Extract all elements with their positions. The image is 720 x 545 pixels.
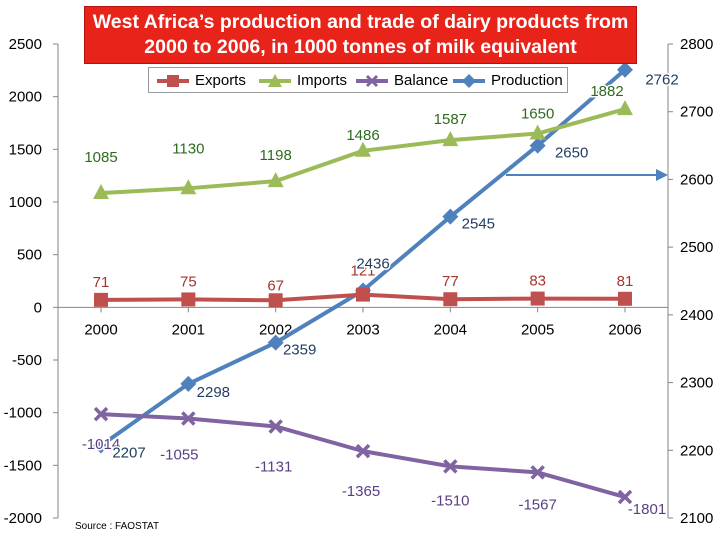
right-tick-label: 2300: [680, 375, 713, 392]
left-tick-label: 2000: [9, 89, 42, 106]
data-label-production: 2545: [462, 216, 495, 233]
left-tick-label: 1000: [9, 194, 42, 211]
data-point-imports: [529, 124, 546, 140]
data-label-imports: 1650: [521, 106, 554, 123]
data-point-imports: [355, 141, 371, 157]
legend-swatch-production: [453, 74, 485, 88]
data-point-production: [267, 334, 284, 351]
data-point-exports: [356, 287, 370, 302]
legend-swatch-balance: [356, 74, 388, 88]
data-label-imports: 1486: [346, 127, 379, 144]
legend-label-production: Production: [491, 72, 563, 89]
legend-swatch-imports: [259, 74, 291, 87]
data-point-exports: [181, 292, 196, 307]
data-point-exports: [618, 291, 632, 306]
data-point-balance: [355, 443, 371, 459]
data-label-exports: 67: [267, 277, 284, 294]
x-tick-label: 2002: [259, 321, 292, 338]
data-label-exports: 77: [442, 273, 459, 290]
data-label-balance: -1510: [431, 492, 469, 509]
right-tick-label: 2800: [680, 36, 713, 53]
left-tick-label: 1500: [9, 141, 42, 158]
data-label-imports: 1587: [434, 111, 467, 128]
x-tick-label: 2006: [608, 321, 641, 338]
legend-label-imports: Imports: [297, 72, 348, 89]
data-point-balance: [443, 459, 458, 474]
left-tick-label: -2000: [4, 510, 42, 527]
data-point-production: [93, 437, 109, 454]
right-tick-label: 2100: [680, 510, 713, 527]
chart-title: West Africa’s production and trade of da…: [84, 6, 637, 64]
data-label-imports: 1198: [260, 147, 292, 164]
data-point-balance: [617, 489, 633, 505]
data-point-balance: [181, 411, 196, 426]
x-tick-label: 2005: [521, 321, 554, 338]
data-point-balance: [93, 406, 109, 422]
right-tick-label: 2400: [680, 307, 713, 324]
data-point-balance: [268, 419, 283, 434]
data-label-balance: -1131: [255, 458, 292, 475]
data-label-production: 2762: [645, 72, 678, 89]
data-label-balance: -1014: [82, 436, 120, 453]
legend-label-exports: Exports: [195, 72, 246, 89]
left-tick-label: 500: [17, 247, 42, 264]
data-point-exports: [443, 292, 458, 307]
pointer-arrow-head: [656, 169, 668, 181]
left-tick-label: -1000: [4, 405, 42, 422]
chart-source-note: Source : FAOSTAT: [75, 521, 160, 532]
data-point-production: [617, 61, 633, 78]
data-label-balance: -1567: [518, 496, 556, 513]
left-tick-label: -500: [12, 352, 42, 369]
right-tick-label: 2500: [680, 239, 713, 256]
data-label-exports: 81: [617, 273, 634, 290]
data-label-exports: 83: [529, 273, 546, 290]
data-label-production: 2436: [356, 255, 389, 272]
data-label-balance: -1055: [160, 446, 198, 463]
x-tick-label: 2001: [172, 321, 205, 338]
data-label-production: 2207: [112, 445, 145, 462]
x-tick-label: 2004: [434, 321, 467, 338]
data-label-production: 2359: [283, 342, 316, 359]
right-tick-label: 2600: [680, 171, 713, 188]
chart-title-line-2: 2000 to 2006, in 1000 tonnes of milk equ…: [144, 36, 577, 58]
data-label-exports: 71: [93, 274, 110, 291]
legend-swatch-exports: [157, 75, 189, 87]
data-point-production: [442, 208, 459, 225]
data-point-imports: [93, 184, 109, 200]
data-point-production: [180, 375, 197, 392]
left-tick-label: -1500: [4, 457, 42, 474]
data-label-production: 2298: [197, 384, 230, 401]
data-label-imports: 1085: [84, 149, 117, 166]
data-point-imports: [617, 100, 633, 116]
legend-label-balance: Balance: [394, 72, 449, 89]
data-label-balance: -1801: [628, 501, 666, 518]
data-point-production: [529, 137, 546, 154]
data-point-exports: [268, 293, 283, 308]
data-label-exports: 121: [350, 263, 375, 280]
data-label-balance: -1365: [342, 483, 380, 500]
data-point-balance: [530, 465, 545, 480]
right-tick-label: 2200: [680, 442, 713, 459]
data-point-imports: [180, 179, 197, 195]
data-label-production: 2650: [555, 145, 588, 162]
data-point-imports: [267, 172, 284, 188]
data-point-imports: [442, 131, 459, 147]
left-tick-label: 0: [34, 299, 42, 316]
data-point-exports: [94, 292, 108, 307]
chart-title-line-1: West Africa’s production and trade of da…: [92, 11, 629, 33]
x-tick-label: 2003: [346, 321, 379, 338]
left-tick-label: 2500: [9, 36, 42, 53]
data-label-imports: 1130: [172, 140, 204, 157]
chart-legend: Exports Imports Balance Production: [148, 67, 568, 93]
data-label-imports: 1882: [590, 83, 623, 100]
right-tick-label: 2700: [680, 104, 713, 121]
data-point-exports: [530, 291, 545, 306]
x-tick-label: 2000: [84, 321, 117, 338]
data-label-exports: 75: [180, 273, 197, 290]
